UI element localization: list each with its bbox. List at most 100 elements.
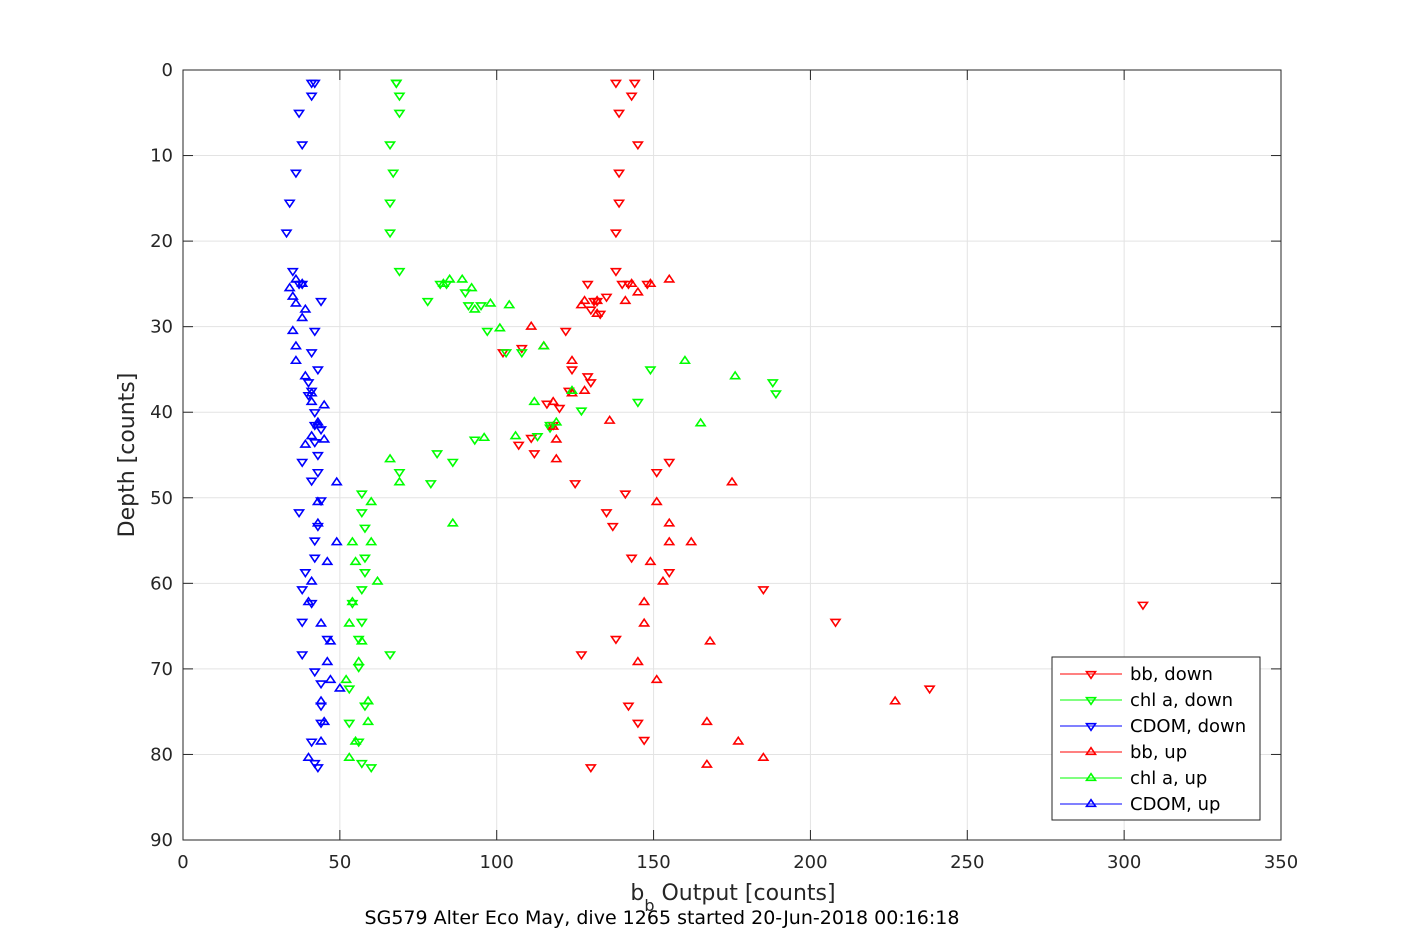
data-point	[631, 398, 644, 408]
data-point	[509, 430, 522, 440]
data-point	[663, 517, 676, 527]
data-point	[343, 719, 356, 729]
y-tick-label: 50	[150, 488, 173, 509]
data-point	[355, 509, 368, 519]
data-point	[308, 554, 321, 564]
data-point	[600, 509, 613, 519]
data-point	[384, 199, 397, 209]
data-point	[622, 702, 635, 712]
data-point	[289, 355, 302, 365]
data-point	[346, 596, 359, 606]
data-point	[384, 229, 397, 239]
data-point	[289, 340, 302, 350]
data-point	[311, 366, 324, 376]
data-point	[349, 735, 362, 745]
data-point	[315, 680, 328, 690]
axis-ticks: 0 50 100 150 200 250 300 350 0 10 20 30 40 50 60 70 80 90	[150, 60, 1298, 873]
data-point	[296, 280, 309, 290]
x-tick-label: 150	[636, 852, 670, 873]
data-point	[296, 278, 309, 288]
data-point	[531, 433, 544, 442]
legend-marker	[1084, 746, 1098, 756]
data-point	[305, 738, 318, 748]
data-point	[663, 569, 676, 578]
data-point	[468, 436, 481, 446]
data-point	[299, 438, 312, 448]
data-point	[481, 327, 494, 337]
data-point	[578, 295, 591, 305]
data-point	[305, 79, 318, 89]
legend-marker	[1084, 670, 1098, 680]
data-point	[437, 278, 450, 288]
data-point	[591, 308, 604, 317]
legend-marker	[1084, 798, 1098, 808]
data-point	[362, 695, 375, 705]
data-point	[631, 286, 644, 296]
data-point	[462, 302, 475, 312]
data-point	[311, 522, 324, 532]
data-point	[343, 617, 356, 627]
data-point	[528, 396, 541, 406]
data-point	[308, 439, 321, 448]
data-point	[308, 409, 321, 418]
y-tick-label: 60	[150, 573, 173, 594]
data-point	[308, 759, 321, 769]
data-point	[302, 379, 315, 389]
data-point	[581, 373, 594, 383]
data-point	[387, 169, 400, 179]
data-point	[609, 635, 622, 645]
data-point	[289, 297, 302, 307]
data-point	[315, 735, 328, 745]
data-point	[296, 312, 309, 322]
data-point	[371, 575, 384, 585]
series-4	[340, 273, 742, 762]
data-point	[308, 327, 321, 337]
data-point	[390, 79, 403, 89]
data-point	[729, 370, 742, 380]
x-tick-label: 100	[480, 852, 514, 873]
data-point	[550, 453, 563, 463]
legend-label: chl a, up	[1130, 768, 1207, 789]
series-0	[496, 79, 1149, 774]
legend-label: chl a, down	[1130, 690, 1233, 711]
data-point	[613, 199, 626, 209]
legend-label: bb, up	[1130, 742, 1187, 763]
data-point	[569, 480, 582, 489]
legend: bb, down chl a, down CDOM, down bb, up chl a…	[1051, 656, 1261, 821]
data-point	[340, 674, 353, 684]
data-point	[358, 524, 371, 534]
data-point	[700, 758, 713, 768]
data-point	[644, 278, 657, 288]
data-point	[622, 280, 635, 290]
data-point	[424, 480, 437, 489]
x-axis-label-main: b	[630, 881, 644, 906]
data-point	[365, 764, 378, 774]
data-point	[591, 295, 604, 305]
data-point	[315, 297, 328, 307]
data-point	[305, 430, 318, 440]
data-point	[365, 496, 378, 506]
data-point	[305, 575, 318, 585]
data-point	[547, 421, 560, 430]
data-point	[644, 556, 657, 566]
data-point	[732, 735, 745, 745]
data-point	[584, 306, 597, 316]
data-point	[355, 618, 368, 628]
data-point	[355, 490, 368, 500]
data-point	[609, 267, 622, 277]
data-point	[581, 280, 594, 290]
data-point	[528, 450, 541, 460]
data-point	[393, 267, 406, 277]
data-point	[1136, 601, 1149, 611]
data-point	[628, 79, 641, 89]
data-point	[650, 468, 663, 478]
data-point	[352, 656, 365, 666]
data-point	[575, 651, 588, 661]
data-point	[283, 199, 296, 209]
data-point	[515, 344, 528, 354]
legend-label: CDOM, down	[1130, 716, 1246, 737]
x-tick-label: 300	[1107, 852, 1141, 873]
data-point	[663, 273, 676, 283]
data-point	[578, 385, 591, 394]
data-point	[631, 719, 644, 729]
